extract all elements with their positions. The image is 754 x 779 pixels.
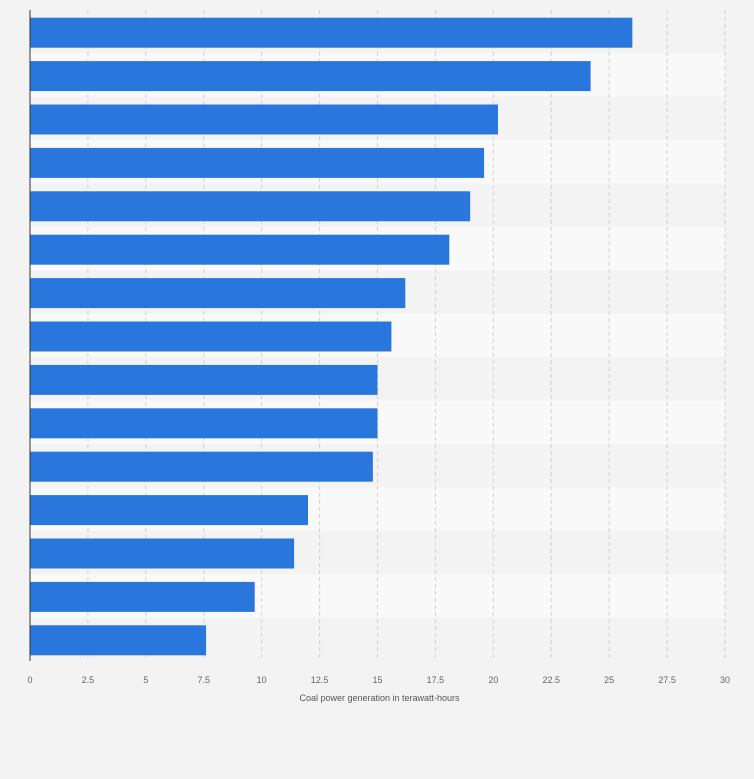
x-tick-label: 0 [27,675,32,685]
bar[interactable] [30,17,633,48]
x-tick-label: 15 [372,675,382,685]
bar[interactable] [30,364,378,395]
bar[interactable] [30,104,498,135]
x-tick-label: 22.5 [542,675,560,685]
bar[interactable] [30,538,295,569]
x-axis-ticks: 0 2.5 5 7.5 10 12.5 15 17.5 20 22.5 25 27.5 30 [27,675,730,685]
bar[interactable] [30,581,255,612]
x-tick-label: 2.5 [82,675,95,685]
bar[interactable] [30,147,485,178]
bar[interactable] [30,408,378,439]
x-tick-label: 12.5 [311,675,329,685]
bar[interactable] [30,321,392,352]
bar[interactable] [30,234,450,265]
x-tick-label: 25 [604,675,614,685]
bar[interactable] [30,451,373,482]
x-tick-label: 27.5 [658,675,676,685]
x-axis-title: Coal power generation in terawatt-hours [299,693,460,703]
bar[interactable] [30,191,471,222]
x-tick-label: 17.5 [427,675,445,685]
x-tick-label: 7.5 [197,675,210,685]
x-tick-label: 30 [720,675,730,685]
bar[interactable] [30,61,591,92]
x-tick-label: 5 [143,675,148,685]
bar[interactable] [30,278,406,309]
x-tick-label: 10 [257,675,267,685]
x-tick-label: 20 [488,675,498,685]
bar[interactable] [30,625,207,656]
bars [30,17,633,656]
bar[interactable] [30,495,308,526]
